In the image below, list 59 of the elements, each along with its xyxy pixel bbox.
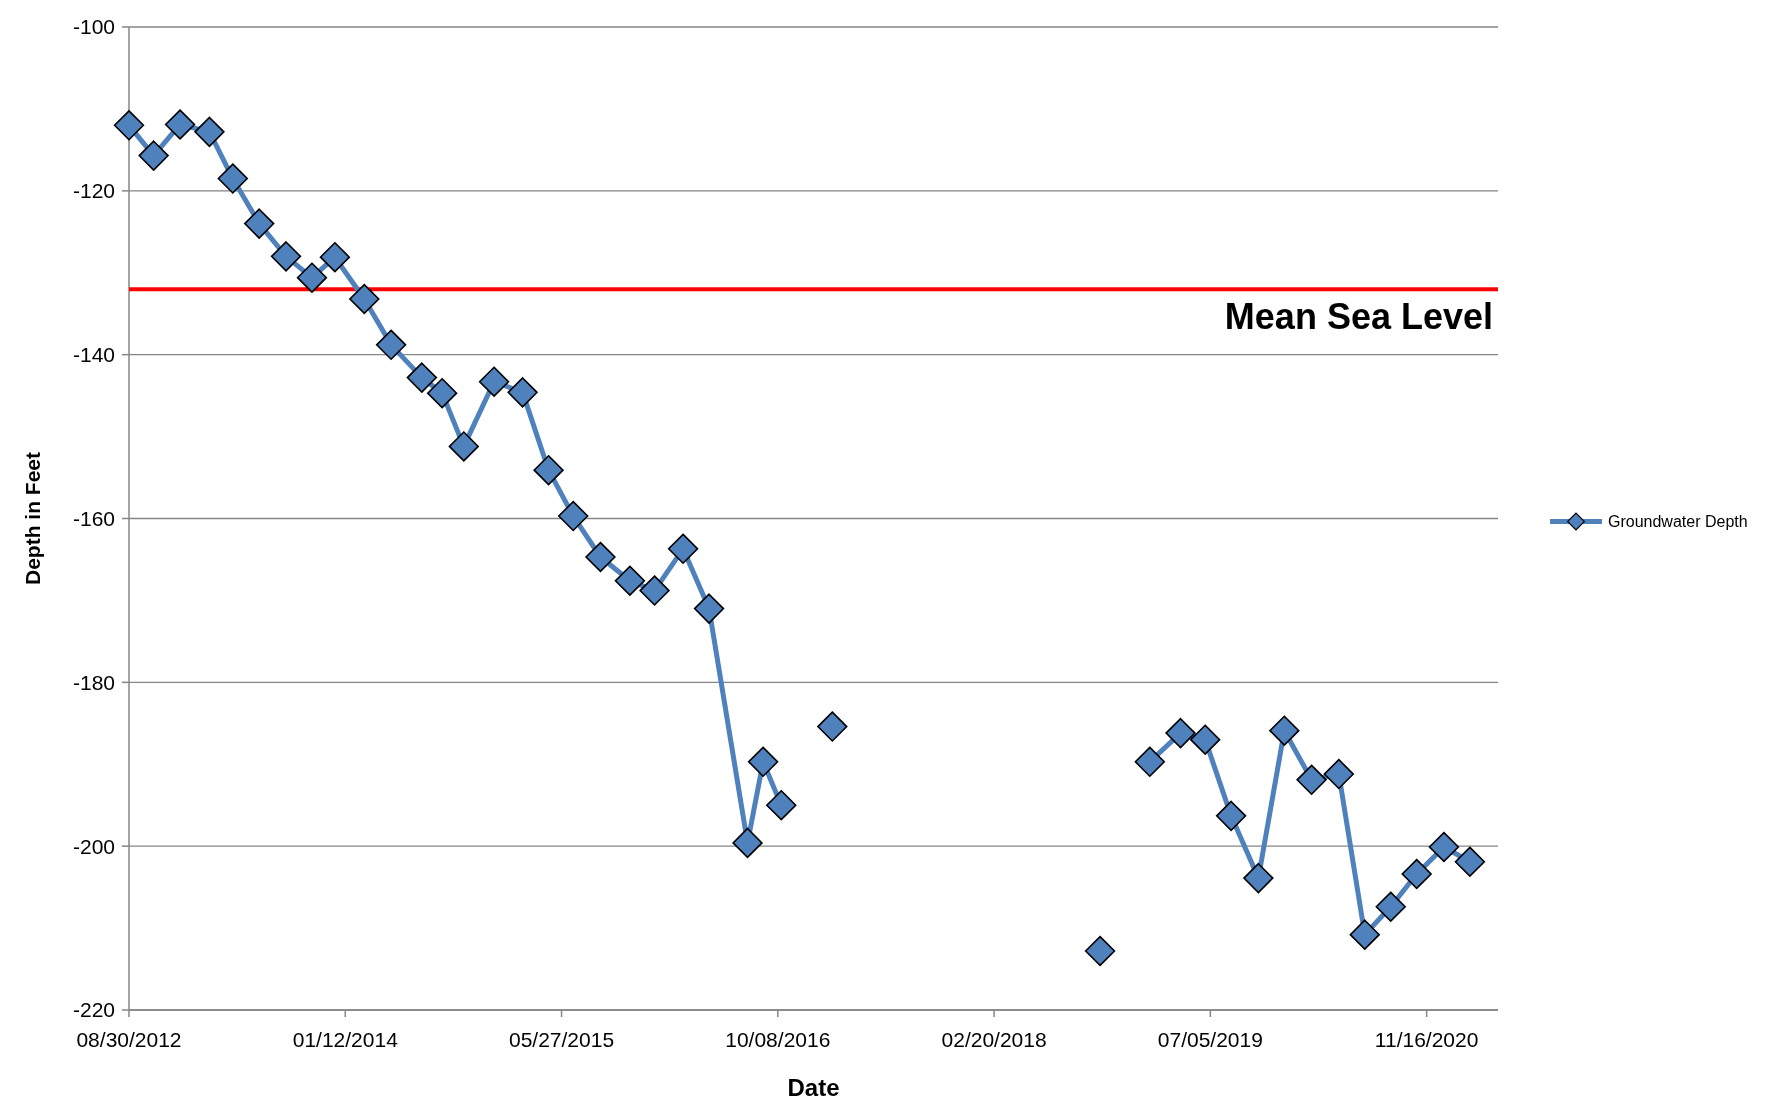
point [375,329,407,361]
point [426,377,458,409]
legend-label: Groundwater Depth [1608,513,1748,531]
x-tick-label: 07/05/2019 [1157,1028,1263,1051]
point [732,827,763,859]
x-tick-label: 01/12/2014 [292,1028,399,1051]
point [319,241,351,273]
point [1428,831,1460,863]
y-tick-label: -180 [72,670,115,694]
point [1349,919,1380,950]
x-axis-title: Date [787,1074,840,1096]
point [194,116,225,148]
ref-line-label: Mean Sea Level [1224,296,1493,338]
point [585,541,616,573]
point [270,241,302,272]
x-tick-label: 10/08/2016 [725,1028,831,1051]
point [1296,764,1327,796]
point [817,711,848,742]
point [1454,846,1486,877]
point [1165,717,1196,749]
y-tick-label: -140 [72,343,115,367]
x-tick-label: 02/20/2018 [941,1028,1047,1051]
y-tick-label: -220 [72,998,115,1022]
x-tick-label: 08/30/2012 [76,1028,182,1051]
point [639,575,670,606]
point [478,366,510,397]
point [1084,935,1116,967]
point [164,109,196,140]
point [507,377,538,408]
point [349,283,380,315]
point [406,362,438,393]
point [1323,758,1355,790]
point [1401,858,1432,890]
y-axis-title: Depth in Feet [21,451,44,586]
point [1134,746,1165,777]
point [1375,891,1406,922]
point [533,454,564,486]
y-tick-label: -100 [72,15,115,39]
point [448,431,479,462]
point [1243,862,1274,894]
y-tick-label: -200 [72,834,115,858]
x-tick-label: 05/27/2015 [508,1028,615,1051]
point [296,262,328,293]
y-tick-label: -160 [72,506,115,530]
point [113,110,145,141]
point [667,533,699,565]
point [1269,715,1300,746]
point [217,163,249,194]
point [1215,800,1247,832]
point [558,500,589,532]
point [244,208,275,239]
y-tick-label: -120 [72,179,115,203]
point [747,746,779,777]
point [614,565,646,596]
point [693,593,725,624]
x-tick-label: 11/16/2020 [1374,1028,1479,1051]
point [1189,724,1221,755]
point [766,790,797,821]
point [138,140,169,171]
